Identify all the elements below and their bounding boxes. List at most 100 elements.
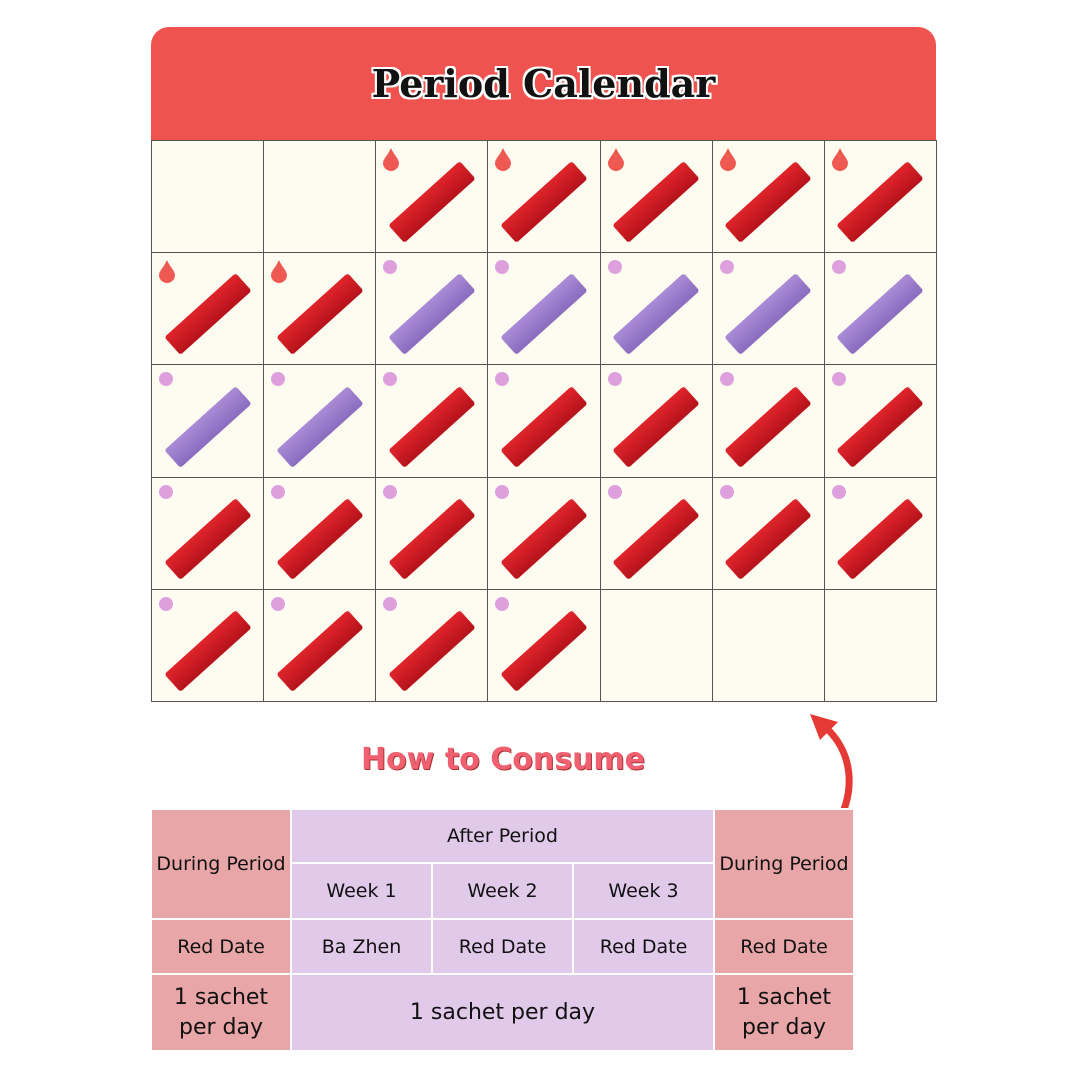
week-1-header: Week 1 xyxy=(290,862,433,920)
product-week-3: Red Date xyxy=(572,918,715,975)
calendar-day-cell xyxy=(600,364,713,477)
dot-marker-icon xyxy=(159,596,173,611)
dot-marker-icon xyxy=(271,596,286,611)
calendar-day-cell xyxy=(712,476,825,589)
dot-marker-icon xyxy=(607,372,622,387)
calendar-day-cell xyxy=(152,588,265,701)
calendar-day-cell xyxy=(264,252,377,365)
calendar-day-cell xyxy=(152,252,265,365)
red-sachet-icon xyxy=(388,497,476,580)
purple-sachet-icon xyxy=(276,385,364,468)
blood-drop-icon xyxy=(831,148,848,171)
calendar-day-cell xyxy=(376,364,489,477)
red-sachet-icon xyxy=(500,497,588,580)
dosage-during-2: 1 sachet per day xyxy=(713,973,855,1052)
red-sachet-icon xyxy=(500,385,588,468)
calendar-day-cell xyxy=(824,476,937,589)
blood-drop-icon xyxy=(159,260,175,284)
dosage-after: 1 sachet per day xyxy=(290,973,715,1052)
calendar-day-cell xyxy=(600,476,713,589)
red-sachet-icon xyxy=(388,609,476,692)
dot-marker-icon xyxy=(831,484,846,499)
how-to-consume-title: How to Consume xyxy=(360,742,646,777)
calendar-day-cell xyxy=(488,140,601,253)
red-sachet-icon xyxy=(163,273,252,356)
dot-marker-icon xyxy=(271,372,286,387)
dot-marker-icon xyxy=(495,596,510,611)
dot-marker-icon xyxy=(607,484,622,499)
calendar-day-cell xyxy=(600,588,713,701)
dot-marker-icon xyxy=(271,484,286,499)
week-2-header: Week 2 xyxy=(431,862,574,920)
calendar-day-cell xyxy=(152,476,265,589)
red-sachet-icon xyxy=(163,609,252,692)
calendar-day-cell xyxy=(600,140,713,253)
calendar-day-cell xyxy=(712,588,825,701)
product-during-2: Red Date xyxy=(713,918,855,975)
after-period-header: After Period xyxy=(290,808,715,864)
red-sachet-icon xyxy=(612,497,700,580)
red-sachet-icon xyxy=(276,273,364,356)
product-week-2: Red Date xyxy=(431,918,574,975)
calendar-day-cell xyxy=(264,588,377,701)
consumption-table: During Period After Period During Period… xyxy=(150,808,855,1052)
dot-marker-icon xyxy=(831,260,846,275)
calendar-day-cell xyxy=(824,252,937,365)
blood-drop-icon xyxy=(607,148,624,171)
during-period-header: During Period xyxy=(150,808,292,920)
dot-marker-icon xyxy=(383,484,398,499)
red-sachet-icon xyxy=(836,161,925,244)
purple-sachet-icon xyxy=(724,273,812,356)
dot-marker-icon xyxy=(719,484,734,499)
calendar-day-cell xyxy=(488,588,601,701)
dot-marker-icon xyxy=(719,260,734,275)
product-during-1: Red Date xyxy=(150,918,292,975)
dosage-during-1: 1 sachet per day xyxy=(150,973,292,1052)
calendar-day-cell xyxy=(376,140,489,253)
red-sachet-icon xyxy=(836,497,925,580)
red-sachet-icon xyxy=(724,161,812,244)
red-sachet-icon xyxy=(163,497,252,580)
red-sachet-icon xyxy=(724,385,812,468)
during-period-header-2: During Period xyxy=(713,808,855,920)
calendar-day-cell xyxy=(376,252,489,365)
product-week-1: Ba Zhen xyxy=(290,918,433,975)
calendar-day-cell xyxy=(488,476,601,589)
calendar-day-cell xyxy=(824,588,937,701)
purple-sachet-icon xyxy=(163,385,252,468)
calendar-header: Period Calendar xyxy=(151,27,936,140)
red-sachet-icon xyxy=(276,609,364,692)
red-sachet-icon xyxy=(724,497,812,580)
calendar-day-cell xyxy=(824,364,937,477)
dot-marker-icon xyxy=(159,484,173,499)
calendar-day-cell xyxy=(264,140,377,253)
calendar-day-cell xyxy=(264,476,377,589)
page-title: Period Calendar xyxy=(371,61,716,106)
calendar-day-cell xyxy=(712,364,825,477)
calendar-day-cell xyxy=(488,364,601,477)
calendar-day-cell xyxy=(824,140,937,253)
dot-marker-icon xyxy=(831,372,846,387)
dot-marker-icon xyxy=(719,372,734,387)
calendar-day-cell xyxy=(264,364,377,477)
calendar-day-cell xyxy=(152,364,265,477)
blood-drop-icon xyxy=(719,148,736,171)
blood-drop-icon xyxy=(495,148,512,171)
dot-marker-icon xyxy=(495,372,510,387)
calendar-day-cell xyxy=(488,252,601,365)
calendar-day-cell xyxy=(376,476,489,589)
red-sachet-icon xyxy=(388,385,476,468)
red-sachet-icon xyxy=(500,609,588,692)
red-sachet-icon xyxy=(836,385,925,468)
purple-sachet-icon xyxy=(388,273,476,356)
calendar-day-cell xyxy=(712,252,825,365)
calendar-day-cell xyxy=(376,588,489,701)
purple-sachet-icon xyxy=(612,273,700,356)
red-sachet-icon xyxy=(612,161,700,244)
calendar-day-cell xyxy=(712,140,825,253)
dot-marker-icon xyxy=(495,484,510,499)
dot-marker-icon xyxy=(383,596,398,611)
dot-marker-icon xyxy=(383,372,398,387)
dot-marker-icon xyxy=(159,372,173,387)
week-3-header: Week 3 xyxy=(572,862,715,920)
